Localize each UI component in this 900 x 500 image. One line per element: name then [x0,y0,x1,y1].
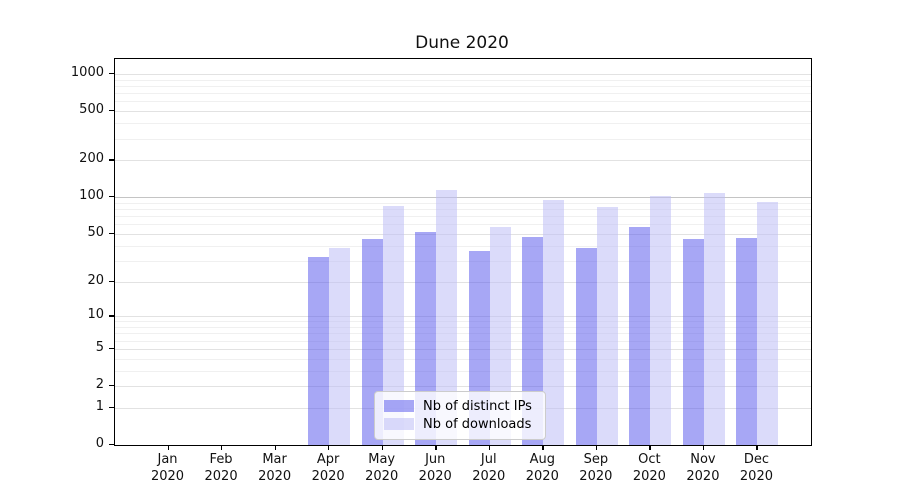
y-tick-mark [109,280,114,282]
bar-distinct-ips-sep [575,248,597,445]
gridline-400 [115,123,811,125]
bar-downloads-dec [757,201,779,445]
gridline-10 [115,316,811,318]
y-tick-mark [109,110,114,112]
y-tick-mark [109,72,114,75]
gridline-9 [115,321,811,323]
y-tick-label-1: 1 [95,398,104,414]
chart-title: Dune 2020 [415,33,509,53]
y-tick-mark [109,385,114,387]
y-tick-label-10: 10 [87,307,104,323]
gridline-600 [115,101,811,103]
y-tick-label-1000: 1000 [70,64,104,80]
x-tick-mark [435,445,437,450]
y-tick-mark [109,444,114,446]
x-tick-mark [702,445,705,450]
x-tick-label-aug: Aug 2020 [525,452,559,484]
x-tick-mark [542,445,544,450]
gridline-80 [115,209,811,211]
x-tick-mark [167,445,169,450]
x-tick-label-feb: Feb 2020 [204,452,238,484]
x-tick-mark [221,445,223,450]
legend-label-downloads: Nb of downloads [423,416,532,432]
gridline-700 [115,93,811,95]
x-tick-mark [274,445,276,450]
y-tick-mark [109,159,114,161]
legend-swatch-downloads [384,418,414,430]
bar-downloads-sep [596,207,618,445]
y-tick-label-500: 500 [79,102,104,118]
bar-distinct-ips-nov [682,239,704,445]
gridline-30 [115,260,811,262]
x-tick-mark [381,445,383,450]
gridline-50 [115,233,811,235]
x-tick-label-jun: Jun 2020 [418,452,452,484]
gridline-300 [115,138,811,140]
gridline-8 [115,327,811,328]
bar-downloads-apr [329,248,351,445]
y-tick-mark [109,315,114,317]
gridline-90 [115,202,811,204]
x-tick-mark [488,445,491,450]
bar-downloads-jun [436,189,458,445]
gridline-4 [115,358,811,360]
bar-downloads-nov [703,193,725,445]
y-tick-label-20: 20 [87,272,104,288]
gridline-200 [115,160,811,162]
y-tick-mark [109,196,114,198]
y-tick-mark [109,406,114,409]
y-tick-label-2: 2 [95,377,104,392]
x-tick-label-jul: Jul 2020 [472,452,506,484]
gridline-70 [115,216,811,218]
x-tick-mark [649,445,651,450]
gridline-500 [115,111,811,113]
bar-distinct-ips-oct [629,227,651,445]
bar-downloads-aug [543,199,565,445]
x-tick-label-sep: Sep 2020 [579,452,613,484]
y-tick-label-50: 50 [87,224,104,240]
x-tick-mark [756,445,758,450]
x-tick-mark [595,445,598,450]
x-tick-label-jan: Jan 2020 [150,452,185,484]
x-tick-label-oct: Oct 2020 [632,452,666,484]
x-tick-label-dec: Dec 2020 [739,452,773,484]
gridline-60 [115,224,811,226]
legend-item-downloads: Nb of downloads [384,415,536,433]
legend-item-distinct-ips: Nb of distinct IPs [384,397,536,415]
gridline-1000 [115,73,811,75]
gridline-3 [115,370,811,372]
gridline-100 [115,197,811,199]
x-tick-label-may: May 2020 [365,452,399,484]
y-tick-mark [109,347,114,350]
x-tick-label-mar: Mar 2020 [258,452,292,484]
bar-downloads-may [382,205,404,445]
x-tick-label-apr: Apr 2020 [311,452,345,484]
legend-label-distinct-ips: Nb of distinct IPs [423,398,532,414]
gridline-800 [115,85,811,87]
y-tick-label-200: 200 [79,151,104,167]
gridline-2 [115,386,811,387]
y-tick-label-5: 5 [95,339,104,355]
legend: Nb of distinct IPs Nb of downloads [374,391,546,440]
bar-downloads-oct [650,196,672,445]
bar-downloads-jul [489,227,511,445]
bar-distinct-ips-dec [736,238,758,445]
gridline-900 [115,79,811,81]
x-tick-label-nov: Nov 2020 [686,452,720,484]
gridline-5 [115,348,811,350]
y-tick-label-0: 0 [95,436,104,451]
gridline-20 [115,281,811,283]
bar-distinct-ips-apr [308,257,330,445]
gridline-40 [115,245,811,247]
y-tick-label-100: 100 [79,188,104,204]
legend-swatch-distinct-ips [384,400,414,412]
gridline-7 [115,333,811,335]
plot-area: Nb of distinct IPs Nb of downloads [114,58,812,446]
gridline-6 [115,340,811,342]
x-tick-mark [328,445,330,450]
y-tick-mark [109,232,114,235]
